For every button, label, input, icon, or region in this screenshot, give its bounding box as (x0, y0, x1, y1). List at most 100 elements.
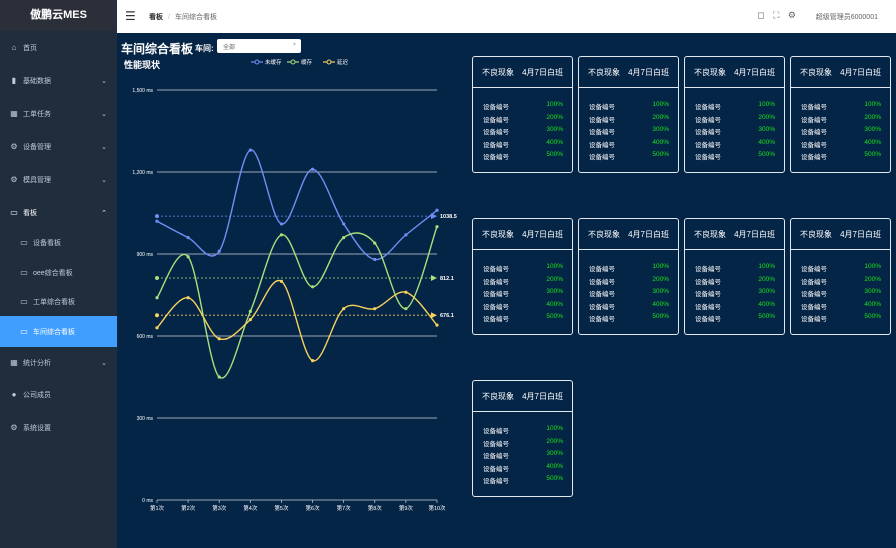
card-header: 不良现象 4月7日白班 (579, 57, 678, 88)
card-row-label: 设备编号 (801, 291, 827, 298)
sidebar-item-4[interactable]: ⚙ 模具管理 ⌄ (0, 164, 117, 195)
chevron-down-icon: ⌄ (101, 359, 107, 367)
card-row-label: 设备编号 (695, 154, 721, 161)
card-title: 不良现象 (800, 67, 832, 77)
card-row-label: 设备编号 (801, 129, 827, 136)
card-row-value: 100% (864, 263, 881, 270)
card-row-value: 100% (758, 263, 775, 270)
card-shift: 4月7日白班 (840, 229, 881, 239)
average-arrow (431, 213, 437, 220)
sidebar-item-6[interactable]: ▭ 设备看板 (0, 227, 117, 258)
series-line (156, 226, 438, 379)
sidebar-item-10[interactable]: ▦ 统计分析 ⌄ (0, 347, 117, 378)
data-point (248, 148, 252, 152)
data-point (279, 233, 284, 237)
sidebar-item-7[interactable]: ▭ oee综合看板 (0, 257, 117, 288)
card-shift: 4月7日白班 (522, 391, 563, 401)
x-tick-label: 第7次 (337, 504, 352, 512)
sidebar-item-1[interactable]: ▮ 基础数据 ⌄ (0, 65, 117, 96)
data-point (373, 257, 377, 262)
breadcrumb-item-kanban[interactable]: 看板 (149, 14, 163, 21)
data-point (217, 337, 221, 341)
data-point (373, 307, 377, 311)
card-shift: 4月7日白班 (522, 229, 563, 239)
card-row-label: 设备编号 (801, 141, 827, 149)
data-point (404, 307, 408, 311)
sidebar-item-label: 看板 (23, 209, 37, 217)
card-row-value: 200% (546, 275, 563, 283)
card-row-value: 200% (652, 113, 669, 121)
sidebar-item-3[interactable]: ⚙ 设备管理 ⌄ (0, 131, 117, 162)
card-row-value: 400% (758, 138, 775, 146)
user-name[interactable]: 超级管理员6000001 (815, 14, 878, 21)
fullscreen-icon[interactable]: ⛶ (773, 10, 780, 20)
card-row-label: 设备编号 (483, 465, 509, 473)
settings-icon[interactable]: ⚙ (787, 10, 796, 20)
sidebar-item-11[interactable]: ● 公司成员 (0, 379, 117, 410)
sidebar-item-label: oee综合看板 (33, 269, 73, 277)
card-row-label: 设备编号 (483, 278, 509, 286)
card-row-label: 设备编号 (483, 291, 509, 298)
sidebar-item-0[interactable]: ⌂ 首页 (0, 32, 117, 63)
x-tick-label: 第10次 (428, 504, 446, 512)
gear-icon: ⚙ (10, 175, 18, 184)
card-row: 设备编号 400% (589, 301, 669, 311)
sidebar-item-2[interactable]: ▦ 工单任务 ⌄ (0, 98, 117, 129)
hamburger-icon[interactable]: ☰ (125, 9, 136, 23)
defect-card: 不良现象 4月7日白班 设备编号 100% 设备编号 200% 设备编号 300% 设备编号 40… (578, 56, 679, 173)
page-title: 车间综合看板 (121, 42, 194, 56)
sidebar-item-label: 车间综合看板 (33, 328, 75, 336)
card-header: 不良现象 4月7日白班 (685, 219, 784, 250)
chevron-down-icon: ⌄ (101, 110, 107, 118)
sidebar-item-8[interactable]: ▭ 工单综合看板 (0, 286, 117, 317)
sidebar-item-12[interactable]: ⚙ 系统设置 (0, 412, 117, 443)
card-row-label: 设备编号 (483, 428, 509, 435)
workshop-select[interactable]: 全部 ▾ (217, 39, 301, 53)
breadcrumb: 看板 / 车间综合看板 (149, 14, 217, 21)
y-tick-label: 0 ms (142, 498, 153, 504)
data-point (248, 318, 252, 322)
data-point (404, 290, 408, 294)
card-row-value: 500% (652, 151, 669, 158)
grid-icon: ▦ (10, 358, 18, 367)
card-row-value: 100% (758, 101, 775, 108)
x-tick-label: 第8次 (368, 504, 383, 512)
data-point (186, 236, 190, 240)
card-title: 不良现象 (694, 67, 726, 77)
sidebar-item-5[interactable]: ▭ 看板 ⌃ (0, 197, 117, 228)
card-row-label: 设备编号 (483, 453, 509, 460)
card-row-value: 500% (864, 313, 881, 320)
card-header: 不良现象 4月7日白班 (791, 57, 890, 88)
card-row: 设备编号 200% (589, 114, 669, 124)
card-row-label: 设备编号 (589, 303, 615, 311)
y-tick-label: 1,200 ms (132, 170, 153, 176)
card-row-value: 400% (758, 300, 775, 308)
card-shift: 4月7日白班 (734, 67, 775, 77)
card-row: 设备编号 500% (589, 313, 669, 323)
average-start-point (155, 214, 159, 219)
x-tick-label: 第2次 (181, 504, 196, 512)
card-row-value: 200% (652, 275, 669, 283)
data-point (248, 309, 252, 313)
monitor-icon: ▭ (20, 297, 28, 306)
gear-icon: ⚙ (10, 142, 18, 151)
card-row-label: 设备编号 (695, 303, 721, 311)
defect-card: 不良现象 4月7日白班 设备编号 100% 设备编号 200% 设备编号 300% 设备编号 40… (472, 380, 573, 497)
card-row-value: 300% (758, 126, 775, 133)
card-row-label: 设备编号 (801, 316, 827, 323)
defect-card: 不良现象 4月7日白班 设备编号 100% 设备编号 200% 设备编号 300% 设备编号 40… (472, 56, 573, 173)
data-point (310, 167, 315, 171)
card-row: 设备编号 100% (695, 101, 775, 111)
card-row: 设备编号 200% (695, 114, 775, 124)
legend-label: 缓存 (301, 58, 313, 66)
data-point (435, 225, 439, 229)
sidebar-item-label: 统计分析 (23, 359, 51, 367)
sidebar-item-label: 首页 (23, 44, 37, 52)
sidebar-item-9[interactable]: ▭ 车间综合看板 (0, 316, 117, 347)
perf-title: 性能现状 (124, 60, 161, 70)
notification-icon[interactable]: ◻ (757, 10, 765, 20)
card-row-label: 设备编号 (801, 266, 827, 273)
card-row: 设备编号 500% (801, 313, 881, 323)
series-line (156, 279, 438, 362)
card-row: 设备编号 400% (483, 463, 563, 473)
